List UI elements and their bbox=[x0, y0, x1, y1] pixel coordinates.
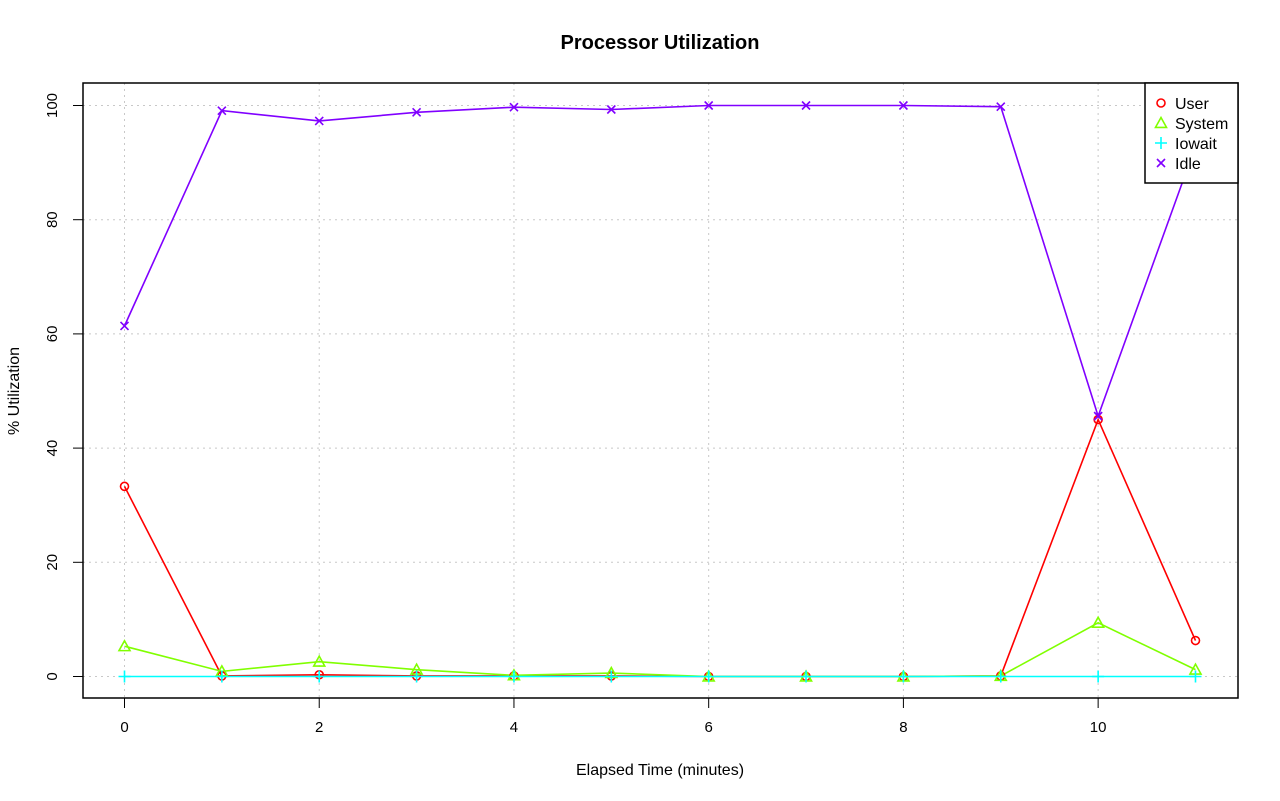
x-axis-label: Elapsed Time (minutes) bbox=[576, 762, 744, 779]
point-iowait-2 bbox=[313, 670, 326, 683]
point-iowait-7 bbox=[800, 670, 813, 683]
y-tick-label-0: 0 bbox=[44, 672, 61, 680]
series-markers bbox=[117, 100, 1203, 683]
grid bbox=[83, 83, 1238, 698]
point-idle-8 bbox=[898, 100, 908, 111]
legend-marker-user bbox=[1156, 98, 1166, 108]
x-axis: 0 2 4 6 8 10 bbox=[120, 698, 1106, 736]
point-system-10 bbox=[1091, 615, 1105, 629]
legend-marker-idle bbox=[1156, 158, 1166, 168]
legend-marker-system bbox=[1154, 115, 1168, 129]
point-idle-3 bbox=[412, 107, 422, 117]
series-markers-iowait bbox=[118, 670, 1202, 683]
y-tick-label-100: 100 bbox=[44, 93, 61, 118]
point-idle-10 bbox=[1093, 411, 1103, 421]
plot-frame bbox=[82, 82, 1239, 699]
y-tick-label-60: 60 bbox=[44, 326, 61, 343]
point-system-2 bbox=[312, 654, 327, 667]
point-iowait-1 bbox=[215, 670, 228, 683]
series-line-user bbox=[123, 417, 1197, 678]
point-iowait-5 bbox=[605, 670, 618, 683]
point-idle-4 bbox=[509, 102, 519, 112]
point-idle-9 bbox=[996, 102, 1006, 112]
legend: User System Iowait Idle bbox=[1144, 82, 1239, 184]
point-user-11 bbox=[1190, 635, 1201, 646]
point-iowait-6 bbox=[702, 670, 715, 683]
chart-title: Processor Utilization bbox=[561, 32, 760, 54]
point-idle-0 bbox=[119, 321, 130, 331]
point-user-0 bbox=[119, 481, 130, 492]
y-tick-label-20: 20 bbox=[44, 554, 61, 571]
series-markers-user bbox=[119, 414, 1201, 682]
y-axis: 0 20 40 60 80 100 bbox=[44, 93, 83, 681]
legend-label-idle: Idle bbox=[1175, 156, 1201, 173]
series-lines bbox=[123, 104, 1197, 678]
legend-label-iowait: Iowait bbox=[1175, 136, 1217, 153]
series-line-system bbox=[124, 621, 1196, 678]
x-tick-label-4: 4 bbox=[510, 719, 518, 736]
legend-label-user: User bbox=[1175, 96, 1209, 113]
x-tick-label-8: 8 bbox=[899, 719, 907, 736]
legend-label-system: System bbox=[1175, 116, 1228, 133]
x-tick-label-6: 6 bbox=[705, 719, 713, 736]
point-iowait-3 bbox=[410, 670, 423, 683]
x-tick-label-2: 2 bbox=[315, 719, 323, 736]
y-tick-label-40: 40 bbox=[44, 440, 61, 457]
point-iowait-8 bbox=[897, 670, 910, 683]
y-axis-label: % Utilization bbox=[6, 347, 23, 435]
x-tick-label-10: 10 bbox=[1090, 719, 1107, 736]
y-tick-label-80: 80 bbox=[44, 211, 61, 228]
point-system-0 bbox=[117, 639, 132, 652]
series-markers-idle bbox=[119, 100, 1201, 421]
x-tick-label-0: 0 bbox=[120, 719, 128, 736]
legend-marker-iowait bbox=[1155, 137, 1167, 149]
point-idle-6 bbox=[704, 100, 714, 111]
point-idle-5 bbox=[606, 104, 616, 115]
series-markers-system bbox=[117, 615, 1203, 682]
point-iowait-11 bbox=[1189, 670, 1202, 683]
point-iowait-9 bbox=[994, 670, 1007, 683]
point-idle-1 bbox=[217, 106, 227, 116]
point-iowait-0 bbox=[118, 670, 131, 683]
series-line-idle bbox=[123, 104, 1197, 419]
point-idle-2 bbox=[314, 116, 324, 126]
point-iowait-10 bbox=[1092, 670, 1105, 683]
point-idle-7 bbox=[801, 100, 811, 111]
point-iowait-4 bbox=[507, 670, 520, 683]
